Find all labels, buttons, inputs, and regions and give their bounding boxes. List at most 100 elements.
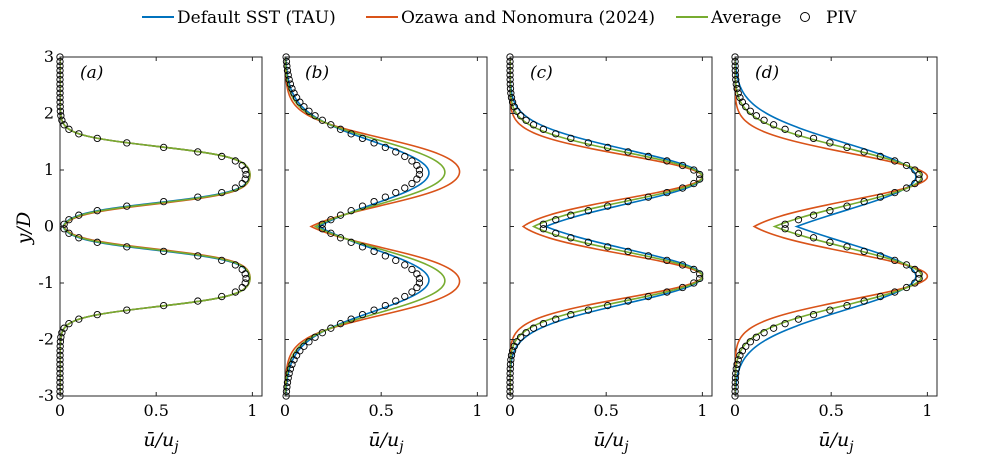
piv-point [413, 270, 421, 278]
piv-point [65, 125, 73, 133]
piv-point [696, 274, 704, 283]
piv-point [644, 152, 652, 161]
piv-point [826, 306, 834, 314]
piv-point [58, 329, 66, 337]
piv-point [56, 80, 64, 88]
piv-point [781, 225, 789, 233]
piv-point [604, 243, 612, 251]
piv-point [282, 53, 290, 61]
piv-point [876, 252, 884, 260]
y-tick-label: 3 [44, 47, 54, 66]
piv-point [318, 220, 326, 228]
piv-point [506, 75, 514, 84]
piv-point [318, 225, 326, 233]
piv-point [539, 220, 547, 228]
piv-point [843, 301, 851, 310]
piv-point [56, 89, 64, 97]
panel-label: (d) [755, 63, 779, 83]
piv-point [860, 297, 868, 305]
piv-point [690, 265, 698, 274]
piv-point [218, 152, 226, 161]
panel-frame [59, 56, 263, 397]
piv-point [401, 152, 409, 161]
piv-point [160, 301, 168, 310]
piv-point [56, 365, 64, 373]
piv-point [283, 383, 291, 391]
piv-point [733, 84, 741, 93]
piv-point [60, 225, 68, 233]
piv-point [731, 66, 739, 75]
piv-point [584, 139, 592, 147]
piv-point [194, 297, 202, 305]
piv-point [336, 125, 345, 133]
piv-point [336, 234, 345, 242]
series-sst-line [735, 57, 917, 396]
piv-point [510, 103, 518, 111]
y-tick-label: -3 [38, 386, 54, 405]
piv-point [241, 279, 249, 287]
y-tick-label: -2 [38, 330, 54, 349]
piv-point [370, 197, 378, 206]
piv-point [690, 166, 698, 174]
piv-point [506, 84, 515, 93]
piv-point [552, 315, 560, 323]
y-tick-label: 1 [44, 160, 54, 179]
piv-point [734, 356, 742, 364]
panel-frame [509, 56, 713, 397]
piv-point [809, 234, 818, 242]
piv-point [911, 179, 919, 188]
panel-c: 0 0.5 1 ū/uj (c) [505, 53, 713, 455]
piv-point [644, 193, 652, 201]
piv-point [732, 369, 740, 378]
x-tick-label: 0.5 [143, 401, 168, 420]
x-tick-label: 1 [247, 401, 257, 420]
piv-point [506, 360, 515, 369]
x-tick-label: 1 [472, 401, 482, 420]
panel-label: (b) [305, 63, 329, 83]
piv-point [506, 62, 514, 70]
panel-label: (c) [530, 63, 553, 83]
piv-point [415, 279, 424, 287]
piv-point [358, 243, 367, 251]
piv-point [57, 112, 65, 120]
piv-point [231, 184, 240, 192]
piv-point [318, 116, 326, 124]
piv-point [218, 256, 226, 265]
piv-point [358, 134, 367, 143]
x-tick-label: 1 [922, 401, 932, 420]
piv-point [678, 184, 687, 192]
piv-point [327, 324, 335, 332]
piv-point [242, 170, 250, 179]
piv-point [911, 265, 919, 274]
piv-point [891, 188, 899, 197]
piv-point [358, 310, 367, 319]
piv-point [902, 283, 911, 292]
piv-point [413, 161, 421, 170]
legend-piv-label: PIV [826, 8, 857, 28]
piv-point [644, 292, 652, 301]
piv-point [769, 324, 778, 332]
piv-point [300, 103, 308, 111]
piv-point [529, 121, 538, 129]
x-axis-label: ū/uj [818, 429, 854, 455]
piv-point [552, 229, 560, 237]
piv-point [56, 356, 64, 364]
piv-point [508, 98, 517, 106]
piv-point [809, 310, 818, 319]
piv-point [696, 270, 704, 278]
piv-point [567, 134, 575, 143]
piv-point [891, 256, 899, 265]
piv-point [506, 374, 514, 382]
piv-point [891, 288, 899, 296]
piv-point [769, 121, 778, 129]
piv-point [552, 130, 560, 138]
piv-point [311, 112, 319, 120]
piv-point [218, 188, 226, 197]
piv-point [93, 134, 101, 143]
piv-point [408, 157, 416, 165]
piv-point [65, 320, 73, 328]
y-axis-label: y/D [13, 212, 35, 245]
piv-point [731, 378, 739, 387]
series-average-line [285, 57, 446, 396]
